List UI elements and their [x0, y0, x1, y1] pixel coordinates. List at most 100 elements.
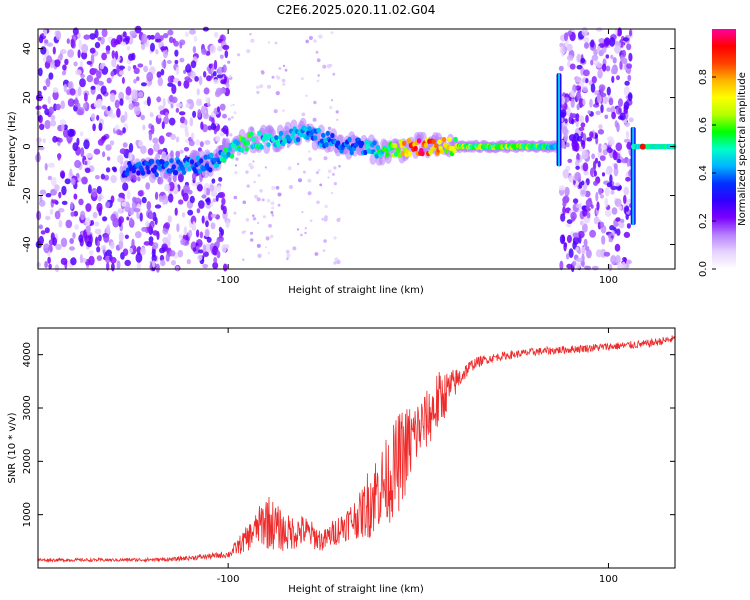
- noise-blob: [308, 150, 311, 153]
- noise-blob: [155, 263, 160, 273]
- noise-blob: [628, 52, 633, 62]
- y-tick-label: 40: [22, 42, 33, 55]
- noise-blob: [249, 33, 252, 36]
- noise-blob: [599, 155, 606, 162]
- noise-blob: [573, 141, 580, 152]
- noise-blob: [154, 191, 159, 200]
- noise-blob: [265, 236, 270, 241]
- noise-blob: [96, 202, 103, 213]
- noise-blob: [571, 137, 576, 145]
- noise-blob: [174, 59, 179, 65]
- noise-blob: [249, 163, 253, 167]
- ridge-point: [416, 138, 422, 144]
- noise-blob: [616, 122, 620, 133]
- noise-blob: [266, 199, 271, 203]
- noise-blob: [77, 177, 83, 182]
- noise-blob: [101, 52, 107, 61]
- noise-blob: [146, 71, 154, 82]
- noise-blob: [261, 198, 265, 202]
- noise-blob: [313, 100, 317, 105]
- noise-blob: [151, 254, 157, 262]
- noise-blob: [233, 195, 238, 200]
- noise-blob: [202, 251, 209, 257]
- noise-blob: [211, 178, 216, 184]
- noise-blob: [150, 124, 155, 135]
- noise-blob: [566, 234, 572, 244]
- noise-blob: [216, 74, 224, 79]
- noise-blob: [168, 117, 176, 126]
- noise-blob: [197, 254, 203, 261]
- noise-blob: [252, 217, 257, 221]
- noise-blob: [110, 175, 117, 183]
- noise-blob: [39, 189, 47, 195]
- noise-blob: [38, 235, 44, 245]
- noise-blob: [567, 158, 573, 163]
- noise-blob: [591, 265, 599, 271]
- noise-blob: [152, 137, 159, 144]
- noise-blob: [609, 225, 615, 231]
- noise-blob: [47, 175, 53, 181]
- noise-blob: [160, 259, 166, 267]
- noise-blob: [134, 105, 141, 116]
- noise-blob: [78, 234, 84, 243]
- noise-blob: [58, 137, 63, 143]
- noise-blob: [167, 82, 174, 87]
- noise-blob: [141, 196, 147, 204]
- noise-blob: [188, 140, 195, 147]
- noise-blob: [233, 211, 237, 215]
- ridge-point: [423, 142, 429, 148]
- noise-blob: [161, 60, 167, 68]
- noise-blob: [626, 63, 633, 69]
- y-tick-label: 1000: [22, 502, 33, 527]
- ridge-point: [136, 170, 141, 176]
- noise-blob: [196, 184, 203, 192]
- noise-blob: [45, 215, 51, 221]
- noise-blob: [202, 263, 209, 269]
- noise-blob: [101, 28, 108, 38]
- noise-blob: [215, 195, 219, 202]
- noise-blob: [132, 196, 137, 203]
- noise-blob: [190, 132, 195, 140]
- noise-blob: [333, 261, 337, 265]
- noise-blob: [65, 219, 73, 229]
- noise-blob: [161, 121, 165, 130]
- noise-blob: [96, 70, 102, 79]
- noise-blob: [203, 71, 207, 78]
- noise-blob: [192, 110, 197, 118]
- noise-blob: [253, 180, 256, 184]
- noise-blob: [583, 36, 590, 43]
- noise-blob: [604, 187, 610, 197]
- noise-blob: [160, 68, 165, 76]
- noise-blob: [580, 122, 586, 128]
- noise-blob: [323, 156, 328, 161]
- vertical-artifact-core: [632, 127, 635, 225]
- noise-blob: [327, 176, 330, 179]
- noise-blob: [569, 63, 576, 70]
- noise-blob: [615, 142, 623, 151]
- noise-blob: [575, 165, 580, 170]
- noise-blob: [586, 212, 591, 219]
- noise-blob: [587, 197, 592, 202]
- noise-blob: [559, 260, 564, 271]
- noise-blob: [189, 29, 196, 35]
- noise-blob: [598, 143, 603, 153]
- noise-blob: [106, 77, 112, 84]
- noise-blob: [336, 118, 339, 121]
- noise-blob: [218, 177, 223, 182]
- noise-blob: [104, 174, 110, 181]
- noise-blob: [35, 105, 42, 110]
- ridge-point: [374, 153, 379, 159]
- noise-blob: [616, 228, 621, 236]
- colorbar-tick-label: 0.4: [698, 165, 709, 181]
- noise-blob: [617, 185, 621, 191]
- noise-blob: [44, 261, 48, 269]
- noise-blob: [51, 176, 57, 187]
- noise-blob: [220, 204, 224, 211]
- noise-blob: [273, 109, 278, 114]
- noise-blob: [154, 217, 158, 225]
- noise-blob: [304, 231, 307, 235]
- noise-blob: [625, 130, 630, 139]
- ridge-point: [154, 172, 159, 178]
- noise-blob: [64, 178, 71, 185]
